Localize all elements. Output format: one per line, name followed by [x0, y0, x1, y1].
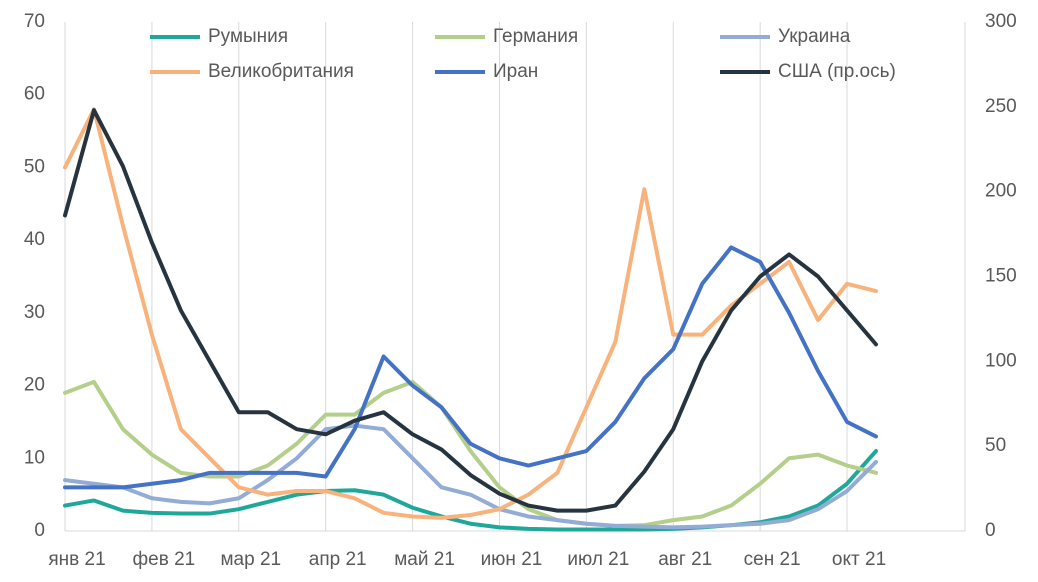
y2-tick-label: 150 [985, 266, 1017, 287]
legend-label: США (пр.ось) [778, 61, 896, 82]
series-line [63, 379, 878, 528]
y2-tick-label: 50 [985, 435, 1006, 456]
x-tick-label: фев 21 [133, 549, 196, 570]
legend-label: Германия [493, 26, 578, 47]
legend-label: Румыния [208, 26, 288, 47]
y-tick-label: 60 [24, 84, 45, 105]
y-tick-label: 10 [24, 447, 45, 468]
series-line [63, 245, 878, 490]
series-line [63, 108, 878, 513]
y2-tick-label: 100 [985, 350, 1017, 371]
legend-label: Великобритания [208, 61, 354, 82]
x-tick-label: авг 21 [658, 549, 712, 570]
x-tick-label: июн 21 [481, 549, 543, 570]
x-tick-label: окт 21 [832, 549, 886, 570]
y-tick-label: 30 [24, 302, 45, 323]
x-tick-label: апр 21 [309, 549, 367, 570]
y2-tick-label: 0 [985, 520, 996, 541]
y-tick-label: 50 [24, 156, 45, 177]
x-tick-label: янв 21 [48, 549, 105, 570]
y2-tick-label: 300 [985, 11, 1017, 32]
y-tick-label: 20 [24, 375, 45, 396]
x-tick-label: июл 21 [567, 549, 629, 570]
x-tick-label: май 21 [394, 549, 455, 570]
series-line [63, 423, 878, 530]
legend-label: Украина [778, 26, 851, 47]
y-tick-label: 40 [24, 229, 45, 250]
y2-tick-label: 250 [985, 96, 1017, 117]
y2-tick-label: 200 [985, 181, 1017, 202]
legend-label: Иран [493, 61, 538, 82]
x-tick-label: мар 21 [220, 549, 281, 570]
y-tick-label: 70 [24, 11, 45, 32]
x-tick-label: сен 21 [744, 549, 801, 570]
series-line [63, 107, 878, 520]
y-tick-label: 0 [34, 520, 45, 541]
